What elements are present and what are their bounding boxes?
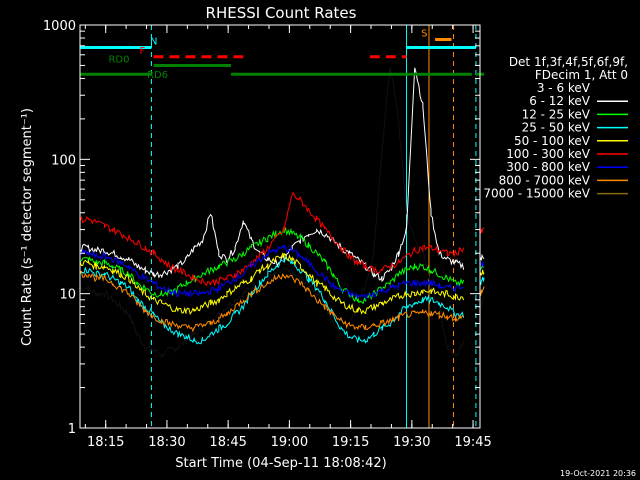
legend-label-3: 25 - 50 keV [522,121,591,135]
legend-label-0: 3 - 6 keV [537,81,591,95]
chart-title: RHESSI Count Rates [206,4,357,22]
x-tick-label-4: 19:15 [332,435,369,450]
state-label-0: N [150,36,157,47]
state-label-3: RD6 [147,70,168,81]
x-axis-label: Start Time (04-Sep-11 18:08:42) [175,456,386,471]
y-axis-label: Count Rate (s⁻¹ detector segment⁻¹) [20,108,35,346]
legend-header-1: FDecim 1, Att 0 [535,68,628,82]
y-tick-label-1: 10 [59,288,76,303]
legend: Det 1f,3f,4f,5f,6f,9f,FDecim 1, Att 03 -… [483,55,628,201]
y-tick-label-0: 1 [68,422,76,437]
x-tick-label-3: 19:00 [271,435,308,450]
footer-timestamp: 19-Oct-2021 20:36 [560,469,636,478]
x-tick-label-2: 18:45 [209,435,246,450]
x-tick-label-0: 18:15 [87,435,124,450]
legend-label-5: 100 - 300 keV [506,147,590,161]
plot-area: NF RD0 RD6 S [79,25,485,428]
state-label-4: S [421,28,427,39]
series-line-5 [79,192,485,288]
axes-frame [79,24,481,429]
y-tick-label-2: 100 [51,153,76,168]
y-tick-label-3: 1000 [43,19,76,34]
legend-label-7: 800 - 7000 keV [499,173,591,187]
legend-header-0: Det 1f,3f,4f,5f,6f,9f, [509,55,628,69]
legend-label-8: 7000 - 15000 keV [483,187,590,201]
y-axis: 1 10 100 1000 [43,19,480,437]
series-line-6 [79,244,485,300]
legend-label-2: 12 - 25 keV [522,107,591,121]
series-line-1 [79,67,485,283]
x-tick-label-5: 19:30 [393,435,430,450]
series-line-0 [79,66,485,358]
x-tick-label-6: 19:45 [454,435,491,450]
x-tick-label-1: 18:30 [148,435,185,450]
legend-label-1: 6 - 12 keV [529,94,591,108]
legend-label-4: 50 - 100 keV [514,134,591,148]
state-label-2: RD0 [108,54,129,65]
x-axis: 18:15 18:30 18:45 19:00 19:15 19:30 19:45 [84,25,492,450]
series-line-7 [79,270,485,333]
legend-label-6: 300 - 800 keV [506,160,590,174]
series-line-4 [79,252,485,315]
state-label-1: F [139,46,145,57]
